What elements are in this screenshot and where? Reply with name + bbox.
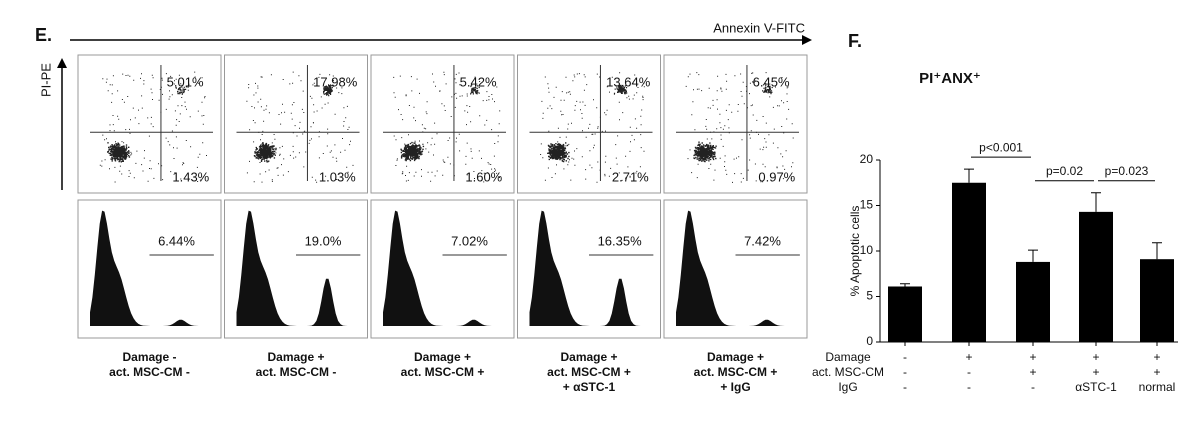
y-tick-label: 15 xyxy=(860,198,874,212)
y-tick-label: 20 xyxy=(860,152,874,166)
scatter-dots xyxy=(685,72,794,183)
quadrant-percent: 2.71% xyxy=(612,169,649,184)
panel-caption: Damage + xyxy=(414,350,471,364)
panel-caption: act. MSC-CM - xyxy=(109,365,190,379)
quadrant-percent: 0.97% xyxy=(758,169,795,184)
error-bar xyxy=(1152,242,1162,260)
panel-caption: act. MSC-CM - xyxy=(256,365,337,379)
significance-label: p=0.023 xyxy=(1105,164,1149,178)
panel-label: E. xyxy=(35,25,52,45)
y-axis-label: PI-PE xyxy=(38,63,53,97)
panel-caption: act. MSC-CM + xyxy=(401,365,485,379)
panel-caption: Damage - xyxy=(122,350,176,364)
panel-caption: + αSTC-1 xyxy=(563,380,616,394)
histogram-shape xyxy=(676,210,797,326)
condition-value: - xyxy=(903,365,907,379)
quadrant-percent: 17.98% xyxy=(313,74,358,89)
condition-value: + xyxy=(1092,365,1099,379)
x-axis-label: Annexin V-FITC xyxy=(713,20,805,35)
histogram-percent: 6.44% xyxy=(158,233,195,248)
scatter-frame xyxy=(663,54,808,194)
bar xyxy=(888,286,922,342)
condition-value: normal xyxy=(1139,380,1176,394)
histogram-shape xyxy=(90,210,211,326)
significance-label: p<0.001 xyxy=(979,140,1023,154)
condition-value: + xyxy=(965,350,972,364)
quadrant-percent: 1.43% xyxy=(172,169,209,184)
condition-value: + xyxy=(1029,365,1036,379)
y-tick-label: 5 xyxy=(866,289,873,303)
error-bar xyxy=(1091,192,1101,212)
scatter-frame xyxy=(77,54,222,194)
bar xyxy=(1140,259,1174,342)
histogram-percent: 19.0% xyxy=(305,233,342,248)
condition-value: + xyxy=(1029,350,1036,364)
panel-caption: + IgG xyxy=(720,380,750,394)
bar xyxy=(1016,261,1050,342)
quadrant-percent: 1.60% xyxy=(465,169,502,184)
scatter-frame xyxy=(224,54,368,194)
condition-value: - xyxy=(967,380,971,394)
error-bar xyxy=(900,283,910,287)
panel-caption: act. MSC-CM + xyxy=(694,365,778,379)
significance-label: p=0.02 xyxy=(1046,164,1083,178)
quadrant-percent: 5.01% xyxy=(167,74,204,89)
y-tick-label: 0 xyxy=(866,334,873,348)
condition-value: αSTC-1 xyxy=(1075,380,1117,394)
y-axis-label: % Apoptotic cells xyxy=(848,206,862,297)
histogram-shape xyxy=(383,210,504,326)
panel-label: F. xyxy=(848,31,862,51)
scatter-frame xyxy=(370,54,515,194)
condition-value: - xyxy=(903,350,907,364)
panel-caption: Damage + xyxy=(267,350,324,364)
histogram-percent: 7.42% xyxy=(744,233,781,248)
condition-value: - xyxy=(967,365,971,379)
y-arrowhead xyxy=(57,58,67,68)
error-bar xyxy=(1028,249,1038,262)
panel-caption: act. MSC-CM + xyxy=(547,365,631,379)
histogram-shape xyxy=(529,210,651,326)
scatter-dots xyxy=(99,71,207,183)
condition-name: Damage xyxy=(825,350,871,364)
scatter-dots xyxy=(540,72,645,183)
condition-value: + xyxy=(1153,350,1160,364)
scatter-dots xyxy=(246,71,354,183)
quadrant-percent: 6.45% xyxy=(753,74,790,89)
y-tick-label: 10 xyxy=(860,243,874,257)
panel-caption: Damage + xyxy=(707,350,764,364)
x-arrowhead xyxy=(802,35,812,45)
scatter-frame xyxy=(517,54,661,194)
scatter-dots xyxy=(393,71,501,183)
histogram-percent: 7.02% xyxy=(451,233,488,248)
histogram-percent: 16.35% xyxy=(598,233,643,248)
quadrant-percent: 1.03% xyxy=(319,169,356,184)
condition-value: - xyxy=(1031,380,1035,394)
chart-title: PI⁺ANX⁺ xyxy=(919,70,981,87)
error-bar xyxy=(964,168,974,183)
condition-value: + xyxy=(1092,350,1099,364)
quadrant-percent: 5.42% xyxy=(460,74,497,89)
condition-name: IgG xyxy=(838,380,857,394)
bar xyxy=(1079,211,1113,342)
condition-value: + xyxy=(1153,365,1160,379)
quadrant-percent: 13.64% xyxy=(606,74,651,89)
panel-caption: Damage + xyxy=(560,350,617,364)
condition-name: act. MSC-CM xyxy=(812,365,884,379)
condition-value: - xyxy=(903,380,907,394)
histogram-shape xyxy=(236,210,358,326)
bar xyxy=(952,182,986,342)
